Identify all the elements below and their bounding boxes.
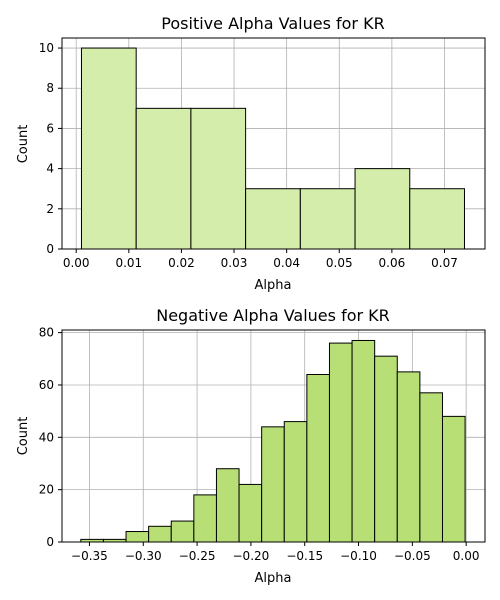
- histogram-bar: [245, 188, 301, 250]
- histogram-bar: [215, 468, 240, 543]
- y-tick-label: 0: [46, 535, 54, 549]
- x-tick-label: 0.06: [379, 256, 406, 270]
- x-axis-label: Alpha: [255, 278, 292, 293]
- histogram-bar: [80, 47, 137, 250]
- x-tick-label: 0.05: [326, 256, 353, 270]
- histogram-bar: [328, 342, 353, 543]
- histogram-bar: [283, 421, 308, 543]
- x-tick-label: −0.05: [394, 549, 431, 563]
- histogram-bar: [148, 525, 172, 543]
- plot-frame: [61, 329, 486, 543]
- histogram-bar: [238, 483, 263, 543]
- x-tick-label: 0.01: [115, 256, 142, 270]
- histogram-bar: [351, 339, 376, 543]
- x-tick-label: −0.15: [286, 549, 323, 563]
- x-axis-label: Alpha: [255, 571, 292, 586]
- histogram-bar: [193, 494, 217, 543]
- histogram-bar: [374, 355, 398, 543]
- y-tick-label: 60: [39, 378, 54, 392]
- y-tick-label: 8: [46, 81, 54, 95]
- histogram-bar: [299, 188, 356, 250]
- chart-title: Positive Alpha Values for KR: [161, 14, 384, 33]
- x-tick-label: −0.20: [233, 549, 270, 563]
- x-tick-label: 0.00: [63, 256, 90, 270]
- histogram-bar: [135, 107, 192, 250]
- x-tick-label: −0.25: [179, 549, 216, 563]
- x-tick-label: 0.03: [221, 256, 248, 270]
- x-tick-label: 0.00: [453, 549, 480, 563]
- histogram-bar: [190, 107, 247, 250]
- x-tick-label: 0.07: [431, 256, 458, 270]
- histogram-bar: [125, 531, 150, 543]
- y-tick-label: 20: [39, 483, 54, 497]
- y-tick-label: 10: [39, 41, 54, 55]
- histogram-bar: [419, 392, 443, 543]
- y-axis-label: Count: [16, 417, 31, 456]
- x-tick-label: −0.30: [125, 549, 162, 563]
- x-tick-label: 0.04: [273, 256, 300, 270]
- y-tick-label: 6: [46, 121, 54, 135]
- histogram-bar: [306, 373, 330, 543]
- y-axis-label: Count: [16, 125, 31, 164]
- histogram-bar: [261, 426, 285, 543]
- histogram-bar: [441, 415, 466, 543]
- x-tick-label: −0.35: [71, 549, 108, 563]
- positive-alpha-histogram: Positive Alpha Values for KR Alpha Count…: [16, 14, 486, 293]
- y-tick-label: 0: [46, 242, 54, 256]
- y-tick-label: 4: [46, 162, 54, 176]
- plot-frame: [61, 37, 486, 250]
- y-tick-label: 80: [39, 326, 54, 340]
- y-tick-label: 40: [39, 430, 54, 444]
- x-tick-label: 0.02: [168, 256, 195, 270]
- x-tick-label: −0.10: [340, 549, 377, 563]
- histogram-bar: [170, 520, 195, 543]
- chart-title: Negative Alpha Values for KR: [156, 306, 390, 325]
- histogram-bar: [409, 188, 465, 250]
- y-tick-label: 2: [46, 202, 54, 216]
- histogram-bar: [396, 371, 421, 543]
- negative-alpha-histogram: Negative Alpha Values for KR Alpha Count…: [16, 306, 486, 586]
- histogram-bar: [354, 168, 411, 250]
